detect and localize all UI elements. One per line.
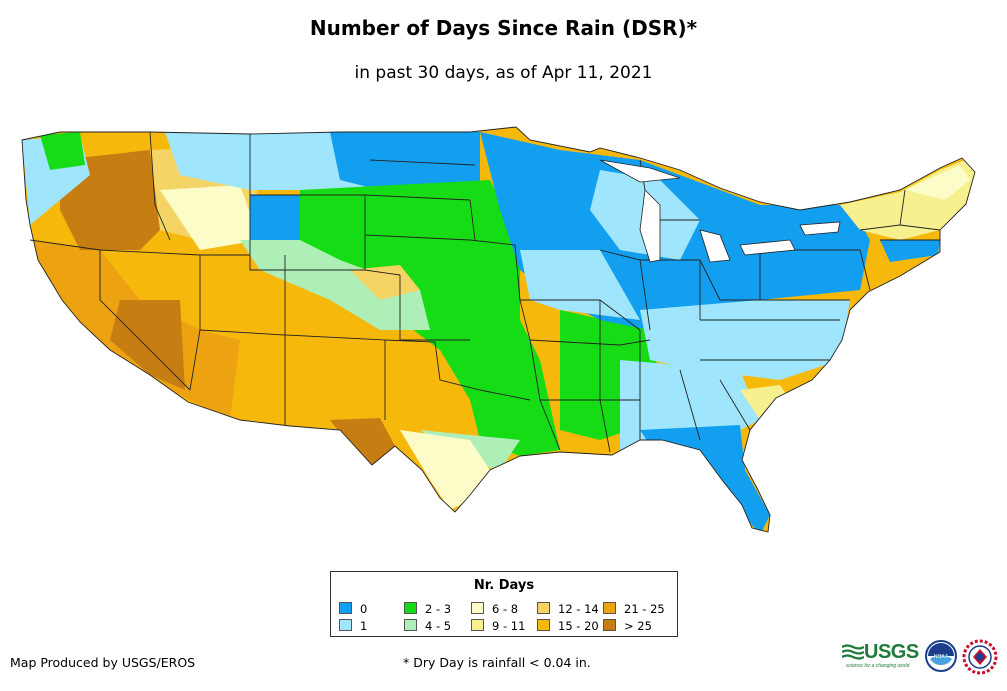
noaa-label: NOAA	[934, 654, 949, 660]
legend-label: 6 - 8	[492, 602, 519, 616]
legend-title: Nr. Days	[473, 578, 535, 593]
legend-item-5: 9 - 11	[471, 619, 525, 632]
map-title: Number of Days Since Rain (DSR)*	[309, 16, 698, 40]
legend-label: 12 - 14	[558, 602, 599, 616]
usgs-wordmark: USGS	[864, 641, 919, 663]
legend-swatch	[537, 619, 550, 631]
legend-label: 15 - 20	[558, 619, 599, 633]
legend-swatch	[603, 602, 616, 614]
map-subtitle: in past 30 days, as of Apr 11, 2021	[354, 63, 653, 83]
legend-swatch	[404, 602, 417, 614]
legend-item-3: 4 - 5	[404, 619, 451, 632]
legend-item-0: 0	[339, 602, 367, 615]
legend-label: 1	[360, 619, 368, 633]
dsr-raster	[22, 127, 975, 532]
legend-swatch	[339, 602, 352, 614]
legend-label: 4 - 5	[425, 619, 452, 633]
legend-swatch	[537, 602, 550, 614]
legend-item-1: 1	[339, 619, 367, 632]
usgs-wave-icon	[842, 644, 864, 660]
dry-day-footnote: * Dry Day is rainfall < 0.04 in.	[403, 655, 591, 670]
legend-label: 0	[360, 602, 368, 616]
legend-swatch	[471, 602, 484, 614]
great-lakes	[599, 159, 841, 263]
legend-swatch	[404, 619, 417, 631]
noaa-logo-icon: NOAA	[925, 640, 957, 672]
nws-seal-icon	[962, 639, 998, 675]
legend-item-7: 15 - 20	[537, 619, 599, 632]
map-credit: Map Produced by USGS/EROS	[10, 655, 196, 670]
state-boundaries	[21, 126, 976, 533]
legend-label: 2 - 3	[425, 602, 452, 616]
usgs-tagline: science for a changing world	[846, 663, 910, 669]
legend-item-8: 21 - 25	[603, 602, 665, 615]
legend-swatch	[339, 619, 352, 631]
legend: Nr. Days 0 1 2 - 3 4 - 5 6 - 8 9 - 11 12…	[330, 571, 678, 637]
legend-item-9: > 25	[603, 619, 652, 632]
legend-item-2: 2 - 3	[404, 602, 451, 615]
legend-swatch	[471, 619, 484, 631]
legend-label: > 25	[624, 619, 652, 633]
legend-item-6: 12 - 14	[537, 602, 599, 615]
usgs-logo: USGS science for a changing world	[842, 641, 920, 671]
legend-label: 21 - 25	[624, 602, 665, 616]
legend-item-4: 6 - 8	[471, 602, 518, 615]
legend-swatch	[603, 619, 616, 631]
legend-label: 9 - 11	[492, 619, 526, 633]
